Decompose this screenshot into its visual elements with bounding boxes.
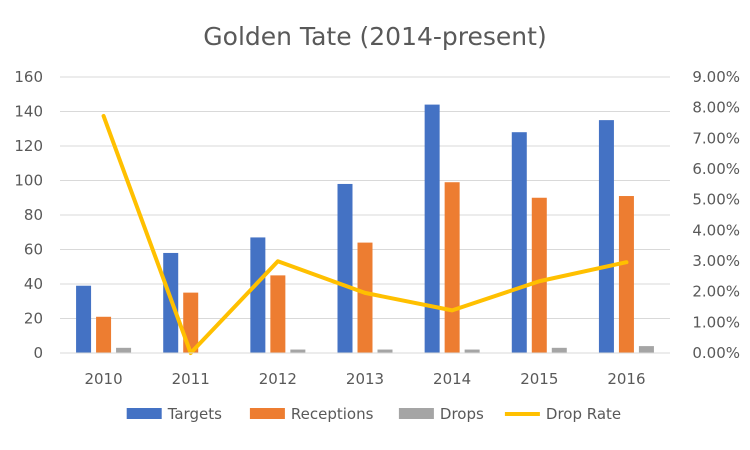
y-left-tick-label: 160 bbox=[14, 68, 43, 86]
legend-swatch-drops bbox=[398, 408, 434, 419]
bar-receptions bbox=[357, 242, 373, 353]
bar-targets bbox=[424, 104, 440, 353]
x-tick-label: 2011 bbox=[172, 370, 210, 388]
y-right-tick-label: 9.00% bbox=[692, 68, 740, 86]
bar-receptions bbox=[96, 316, 112, 353]
y-right-tick-label: 2.00% bbox=[692, 283, 740, 301]
x-tick-label: 2010 bbox=[84, 370, 122, 388]
chart-title: Golden Tate (2014-present) bbox=[203, 22, 546, 51]
y-left-tick-label: 100 bbox=[14, 172, 43, 190]
y-right-tick-label: 6.00% bbox=[692, 160, 740, 178]
y-left-tick-label: 20 bbox=[24, 310, 43, 328]
bar-drops bbox=[116, 347, 132, 353]
legend-label-targets: Targets bbox=[167, 405, 222, 423]
x-tick-label: 2015 bbox=[520, 370, 558, 388]
x-tick-label: 2012 bbox=[259, 370, 297, 388]
y-left-tick-label: 120 bbox=[14, 137, 43, 155]
bar-targets bbox=[337, 183, 353, 353]
y-left-tick-label: 80 bbox=[24, 206, 43, 224]
x-tick-label: 2013 bbox=[346, 370, 384, 388]
y-right-tick-label: 7.00% bbox=[692, 129, 740, 147]
y-right-tick-label: 4.00% bbox=[692, 221, 740, 239]
legend-label-drop-rate: Drop Rate bbox=[546, 405, 621, 423]
y-right-tick-label: 0.00% bbox=[692, 344, 740, 362]
y-right-tick-label: 1.00% bbox=[692, 313, 740, 331]
y-right-tick-label: 8.00% bbox=[692, 99, 740, 117]
bar-receptions bbox=[618, 196, 634, 353]
x-tick-label: 2016 bbox=[607, 370, 645, 388]
bar-targets bbox=[598, 120, 614, 353]
bar-receptions bbox=[531, 197, 547, 353]
bar-drops bbox=[464, 349, 480, 353]
y-left-tick-label: 60 bbox=[24, 241, 43, 259]
bar-drops bbox=[290, 349, 306, 353]
bar-drops bbox=[638, 346, 654, 353]
bar-receptions bbox=[444, 182, 460, 353]
legend-swatch-targets bbox=[126, 408, 162, 419]
y-left-tick-label: 140 bbox=[14, 103, 43, 121]
bar-drops bbox=[377, 349, 393, 353]
bar-targets bbox=[250, 237, 266, 353]
legend-swatch-receptions bbox=[249, 408, 285, 419]
bar-drops bbox=[551, 347, 567, 353]
y-right-tick-label: 3.00% bbox=[692, 252, 740, 270]
legend-label-receptions: Receptions bbox=[291, 405, 374, 423]
bar-receptions bbox=[270, 275, 286, 353]
bar-targets bbox=[76, 285, 92, 353]
x-tick-label: 2014 bbox=[433, 370, 471, 388]
y-left-tick-label: 0 bbox=[33, 344, 43, 362]
bar-targets bbox=[511, 132, 527, 353]
y-right-tick-label: 5.00% bbox=[692, 191, 740, 209]
y-left-tick-label: 40 bbox=[24, 275, 43, 293]
legend-label-drops: Drops bbox=[440, 405, 484, 423]
